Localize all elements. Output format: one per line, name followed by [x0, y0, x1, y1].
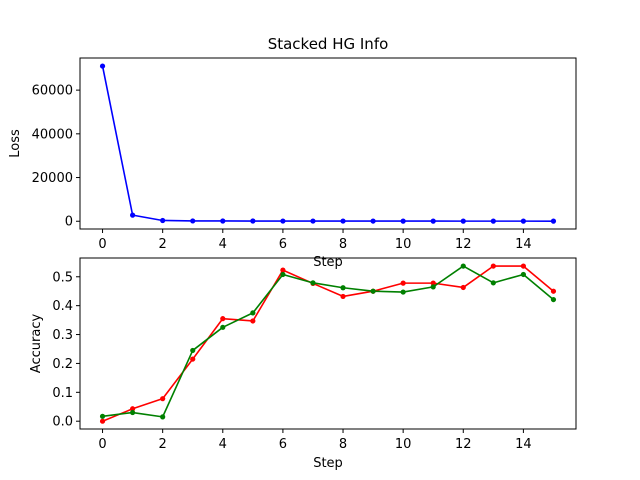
data-point [280, 271, 286, 278]
y-tick-label: 0 [65, 215, 73, 230]
data-point [400, 289, 406, 295]
x-tick-label: 0 [98, 237, 106, 252]
x-tick-label: 2 [159, 437, 167, 452]
y-tick-label: 0.5 [52, 270, 73, 285]
data-point [190, 218, 196, 224]
data-point [490, 218, 496, 224]
data-point [280, 218, 286, 224]
data-point [99, 413, 106, 419]
series-line [102, 265, 554, 418]
data-point [220, 316, 226, 322]
data-point [340, 285, 346, 291]
data-point [340, 293, 346, 300]
x-tick-label: 14 [515, 437, 532, 452]
data-point [160, 396, 166, 402]
data-point [550, 218, 557, 224]
x-tick-label: 8 [339, 437, 347, 452]
data-point [520, 271, 526, 278]
x-tick-label: 6 [279, 437, 287, 452]
x-tick-label: 4 [219, 437, 227, 452]
data-point [550, 288, 557, 294]
x-tick-label: 14 [515, 237, 532, 252]
y-tick-label: 0.0 [52, 415, 73, 430]
y-axis-label: Loss [8, 129, 23, 158]
data-point [250, 218, 256, 224]
axes-frame [79, 57, 577, 230]
x-tick-label: 12 [455, 237, 472, 252]
data-point [490, 280, 496, 286]
data-point [400, 218, 406, 224]
data-point [220, 218, 226, 224]
data-point [430, 280, 436, 286]
data-point [280, 267, 286, 273]
data-point [460, 218, 466, 224]
data-point [430, 284, 436, 290]
y-tick-label: 0.1 [52, 386, 73, 401]
data-point [370, 218, 376, 224]
x-tick-label: 6 [279, 237, 287, 252]
data-point [250, 318, 256, 324]
y-tick-label: 0.2 [52, 357, 73, 372]
x-tick-label: 10 [395, 437, 412, 452]
data-point [220, 324, 226, 330]
data-point [310, 280, 316, 286]
y-tick-label: 0.4 [52, 299, 73, 314]
y-axis-label: Accuracy [29, 314, 44, 374]
x-tick-label: 10 [395, 237, 412, 252]
data-point [190, 356, 196, 362]
data-point [160, 414, 166, 420]
axes-frame [79, 257, 577, 430]
y-tick-label: 60000 [32, 84, 73, 99]
data-point [370, 288, 376, 294]
data-point [490, 263, 496, 269]
data-point [520, 218, 526, 224]
y-tick-label: 0.3 [52, 328, 73, 343]
y-tick-label: 40000 [32, 127, 73, 142]
y-tick-label: 20000 [32, 171, 73, 186]
data-point [130, 409, 136, 416]
data-point [460, 284, 466, 291]
data-point [130, 212, 136, 218]
accuracy-plot: 0 2 4 6 8 10 12 14 0.0 0.1 0.2 0.3 0.4 0.5 Step Accurac… [29, 257, 577, 471]
series-line [102, 265, 554, 422]
data-point [130, 406, 136, 412]
chart-title: Stacked HG Info [268, 35, 389, 53]
data-point [520, 263, 526, 269]
x-tick-label: 8 [339, 237, 347, 252]
series-line [101, 65, 554, 222]
x-axis-label: Step [313, 456, 343, 471]
loss-plot: 0 2 4 6 8 10 12 14 0 20000 40000 60000 Step Loss [8, 57, 577, 270]
data-point [430, 218, 436, 224]
data-point [160, 217, 166, 224]
data-point [550, 296, 557, 303]
data-point [310, 218, 316, 224]
x-tick-label: 12 [455, 437, 472, 452]
data-point [190, 347, 196, 354]
x-tick-label: 4 [219, 237, 227, 252]
x-tick-label: 0 [98, 437, 106, 452]
x-axis-label: Step [313, 255, 343, 270]
x-tick-label: 2 [159, 237, 167, 252]
data-point [400, 280, 406, 286]
data-point [340, 218, 346, 224]
data-point [250, 310, 256, 316]
data-point [99, 63, 106, 69]
data-point [99, 418, 106, 424]
data-point [460, 263, 466, 269]
